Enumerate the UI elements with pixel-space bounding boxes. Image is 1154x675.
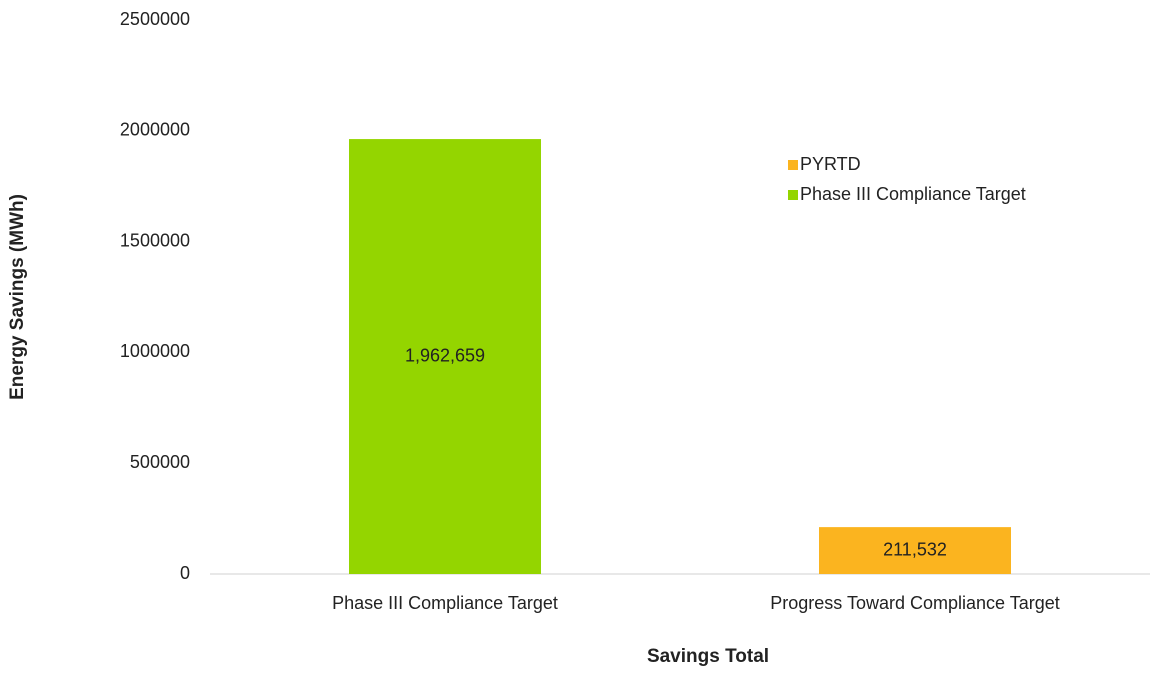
- y-tick-label: 1000000: [120, 341, 190, 361]
- x-axis-title: Savings Total: [647, 646, 769, 667]
- legend-label: Phase III Compliance Target: [800, 184, 1026, 204]
- x-tick-label: Phase III Compliance Target: [332, 593, 558, 613]
- data-label: 211,532: [883, 539, 947, 559]
- data-label: 1,962,659: [405, 345, 485, 365]
- y-tick-label: 2500000: [120, 9, 190, 29]
- y-tick-label: 500000: [130, 452, 190, 472]
- legend-swatch: [788, 190, 798, 200]
- legend-swatch: [788, 160, 798, 170]
- bar: [349, 139, 541, 574]
- y-tick-label: 2000000: [120, 120, 190, 140]
- y-tick-label: 1500000: [120, 230, 190, 250]
- y-tick-label: 0: [180, 563, 190, 583]
- x-tick-label: Progress Toward Compliance Target: [770, 593, 1059, 613]
- y-axis-title: Energy Savings (MWh): [7, 194, 28, 400]
- legend-label: PYRTD: [800, 154, 861, 174]
- bar: [819, 527, 1011, 574]
